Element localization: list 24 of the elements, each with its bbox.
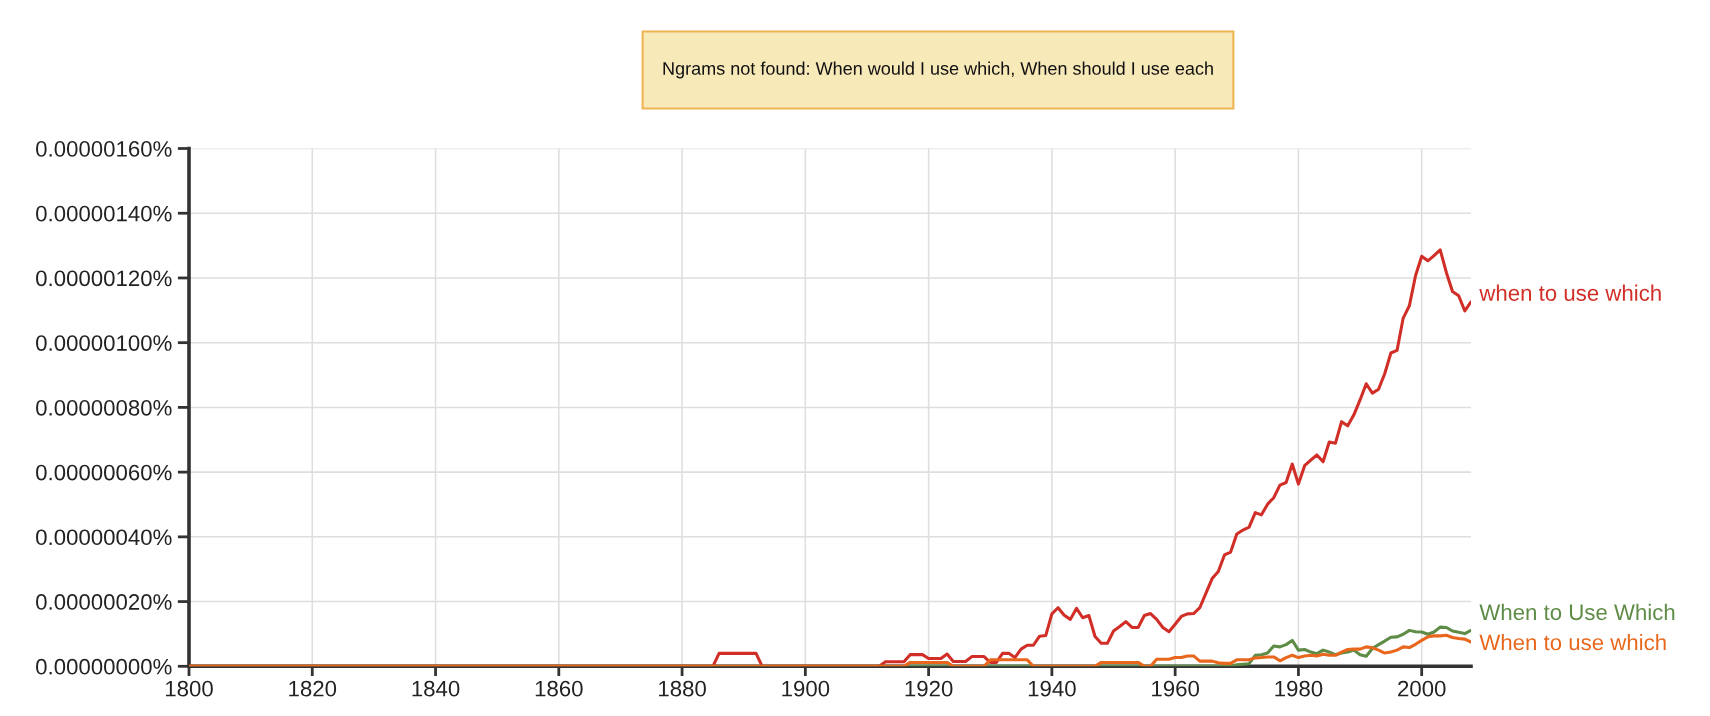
series-label: when to use which (1479, 284, 1661, 301)
y-tick-label: 0.00000080% (36, 399, 172, 416)
y-tick-label: 0.00000100% (36, 335, 172, 351)
x-tick-label: 2000 (1398, 680, 1446, 697)
series-label: When to Use Which (1479, 603, 1675, 621)
y-tick-label: 0.00000140% (36, 205, 172, 222)
x-tick-label: 1880 (659, 680, 706, 697)
x-tick-label: 1960 (1152, 680, 1200, 697)
y-tick-label: 0.00000160% (36, 141, 172, 157)
x-tick-label: 1980 (1275, 680, 1323, 697)
x-tick-label: 1840 (412, 680, 460, 697)
y-tick-label: 0.00000040% (36, 529, 172, 546)
x-tick-label: 1800 (165, 680, 213, 697)
x-tick-label: 1920 (905, 680, 953, 697)
y-tick-label: 0.00000020% (36, 594, 172, 610)
y-tick-label: 0.00000120% (36, 270, 172, 287)
y-tick-label: 0.00000060% (36, 464, 172, 481)
x-tick-label: 1860 (535, 680, 583, 697)
text: Ngrams not found: When would I use which, When should I use each (663, 61, 1213, 79)
series-label: When to use which (1479, 634, 1666, 651)
x-tick-label: 1940 (1028, 680, 1076, 697)
x-tick-label: 1900 (782, 680, 830, 697)
x-tick-label: 1820 (289, 680, 337, 697)
y-tick-label: 0.00000000% (36, 658, 172, 675)
